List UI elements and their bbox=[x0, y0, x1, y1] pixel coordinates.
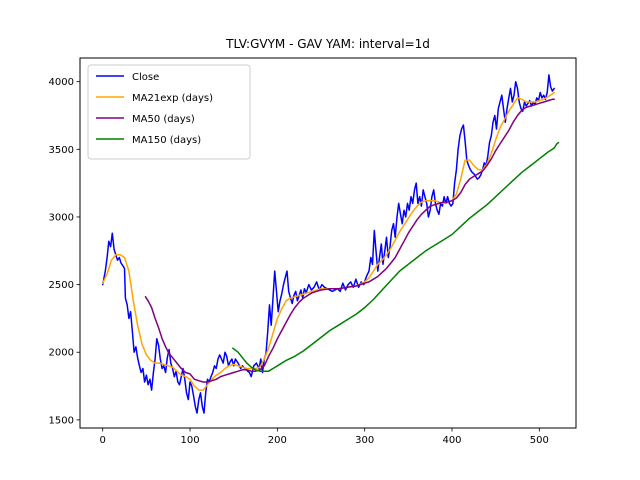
legend-label: MA150 (days) bbox=[132, 135, 201, 146]
x-tick-label: 200 bbox=[268, 435, 287, 446]
chart-title: TLV:GVYM - GAV YAM: interval=1d bbox=[225, 37, 430, 51]
legend: Close MA21exp (days) MA50 (days) MA150 (day… bbox=[87, 64, 251, 160]
legend-box bbox=[87, 64, 251, 160]
x-tick-label: 400 bbox=[442, 435, 461, 446]
x-tick-label: 100 bbox=[180, 435, 199, 446]
series-line-3 bbox=[232, 141, 560, 372]
x-axis: 0 100 200 300 400 500 bbox=[100, 428, 549, 446]
legend-label: Close bbox=[132, 72, 159, 83]
y-axis: 1500 2000 2500 3000 3500 4000 bbox=[49, 77, 80, 426]
x-tick-label: 0 bbox=[100, 435, 106, 446]
x-tick-label: 500 bbox=[530, 435, 549, 446]
legend-label: MA50 (days) bbox=[132, 114, 195, 125]
series-line-2 bbox=[144, 98, 555, 383]
legend-label: MA21exp (days) bbox=[132, 93, 213, 104]
y-tick-label: 2500 bbox=[49, 280, 74, 291]
y-tick-label: 1500 bbox=[49, 415, 74, 426]
y-tick-label: 3000 bbox=[49, 212, 74, 223]
series-layer bbox=[101, 74, 560, 414]
y-tick-label: 3500 bbox=[49, 145, 74, 156]
y-tick-label: 4000 bbox=[49, 77, 74, 88]
plot-frame bbox=[79, 57, 577, 429]
y-tick-label: 2000 bbox=[49, 348, 74, 359]
x-tick-label: 300 bbox=[355, 435, 374, 446]
